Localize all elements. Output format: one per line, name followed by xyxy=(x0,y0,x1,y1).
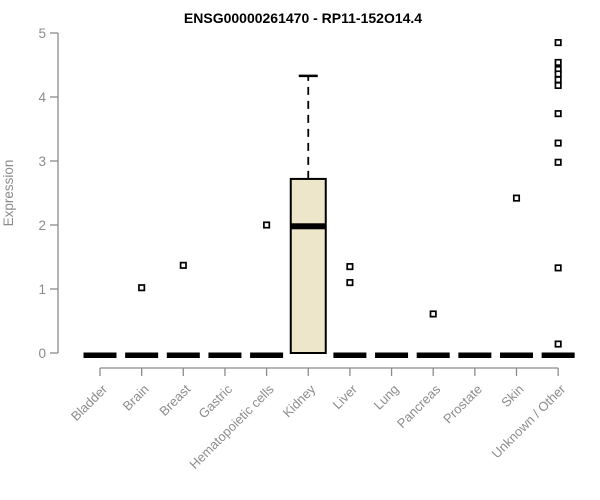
x-tick-label: Skin xyxy=(498,382,526,410)
outlier-point xyxy=(554,139,562,147)
x-tick-label: Kidney xyxy=(280,381,319,420)
outlier-point xyxy=(554,58,562,66)
collapsed-box-brain xyxy=(125,352,159,358)
collapsed-box-unknown-other xyxy=(541,352,575,358)
collapsed-box-breast xyxy=(166,352,200,358)
outlier-point xyxy=(346,263,354,271)
outlier-point xyxy=(346,279,354,287)
x-tick-label: Breast xyxy=(156,381,193,418)
collapsed-box-prostate xyxy=(458,352,492,358)
outlier-point xyxy=(179,261,187,269)
outlier-point xyxy=(554,340,562,348)
x-tick-label: Brain xyxy=(120,382,152,414)
x-tick-label: Prostate xyxy=(440,382,485,427)
collapsed-box-skin xyxy=(500,352,533,358)
collapsed-box-lung xyxy=(375,352,409,358)
median-line xyxy=(290,223,326,230)
outlier-point xyxy=(554,158,562,166)
y-tick-label: 0 xyxy=(38,346,46,361)
collapsed-box-gastric xyxy=(208,352,242,358)
x-tick-label: Liver xyxy=(329,381,360,412)
y-tick-label: 2 xyxy=(38,218,46,233)
y-tick-label: 1 xyxy=(38,282,46,297)
outlier-point xyxy=(554,110,562,118)
x-tick-label: Pancreas xyxy=(394,381,444,431)
collapsed-box-pancreas xyxy=(416,352,450,358)
x-tick-label: Bladder xyxy=(68,381,111,424)
outlier-point xyxy=(554,81,562,90)
y-axis-title: Expression xyxy=(1,160,16,227)
outlier-point xyxy=(512,194,521,202)
collapsed-box-liver xyxy=(333,352,367,358)
outlier-point xyxy=(263,221,271,229)
outlier-point xyxy=(429,310,437,318)
collapsed-box-bladder xyxy=(83,352,117,358)
y-tick-label: 4 xyxy=(38,90,46,105)
y-tick-label: 3 xyxy=(38,154,46,169)
x-tick-label: Gastric xyxy=(195,381,235,421)
box-kidney xyxy=(289,177,327,354)
collapsed-box-hematopoietic-cells xyxy=(250,352,284,358)
y-tick-label: 5 xyxy=(38,26,46,41)
outlier-point xyxy=(554,264,562,272)
outlier-point xyxy=(138,284,146,292)
x-tick-label: Unknown / Other xyxy=(489,381,569,461)
chart-title: ENSG00000261470 - RP11-152O14.4 xyxy=(184,10,422,26)
outlier-point xyxy=(554,76,562,84)
outlier-point xyxy=(554,70,562,78)
outlier-point xyxy=(554,39,562,47)
x-tick-label: Lung xyxy=(371,382,402,413)
